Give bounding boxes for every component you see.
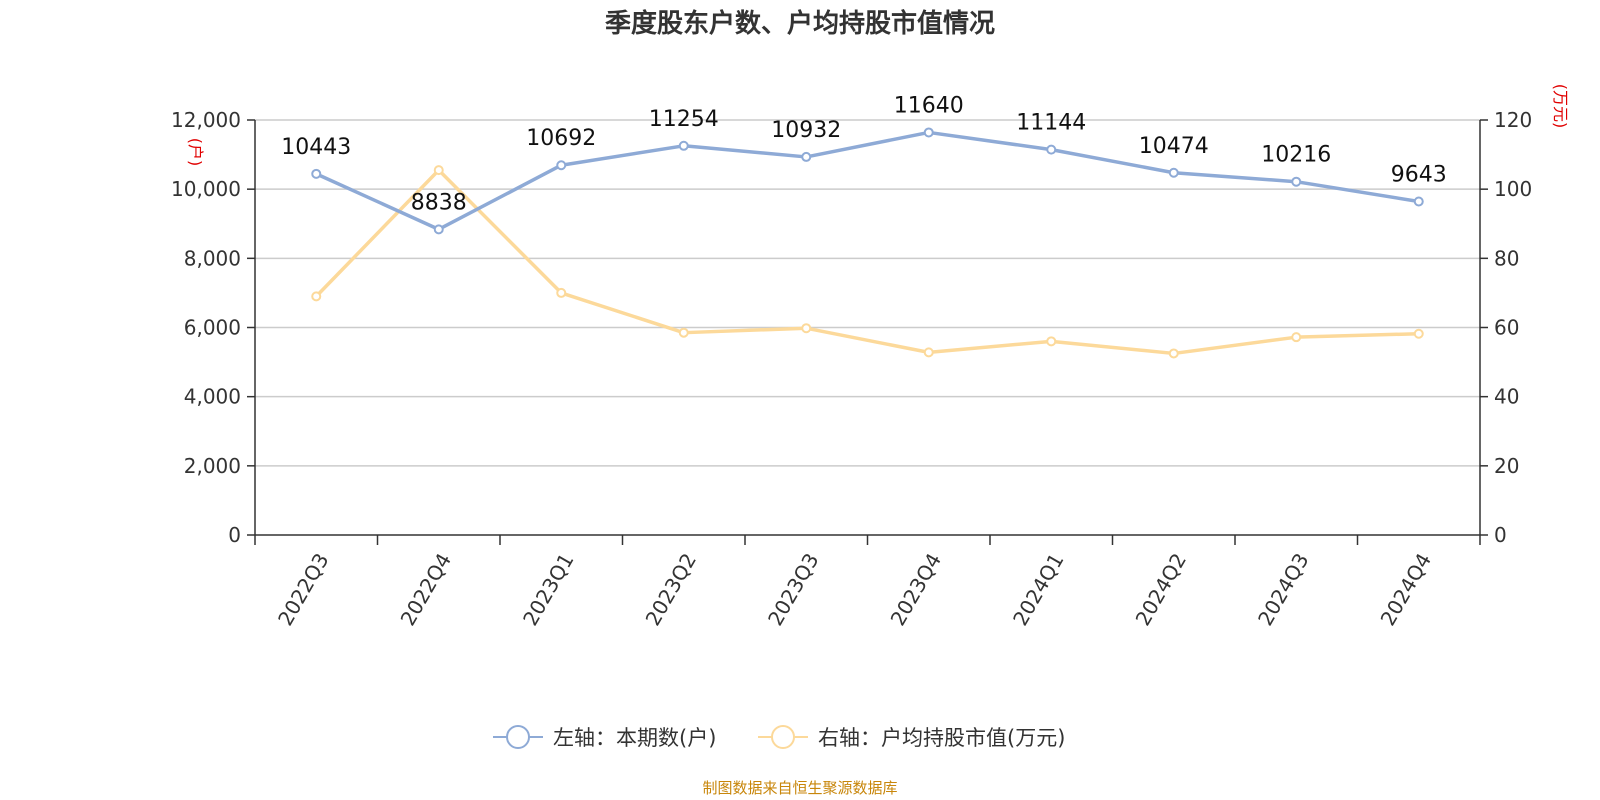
- series-line: [314, 168, 1419, 356]
- right-axis-tick-label: 0: [1494, 523, 1507, 547]
- left-axis-unit: (户): [186, 138, 205, 167]
- data-labels: 10443 8838 10692 11254 10932 11640 11144 10474 1…: [281, 93, 1447, 215]
- chart-title: 季度股东户数、户均持股市值情况: [605, 8, 995, 39]
- right-axis-tick-label: 40: [1494, 385, 1519, 409]
- series-layer: [311, 127, 1424, 359]
- x-axis-tick-label: 2024Q4: [1376, 549, 1436, 630]
- right-axis-tick-label: 100: [1494, 177, 1532, 201]
- data-point: [1168, 167, 1179, 178]
- data-point: [923, 347, 934, 358]
- data-label: 10474: [1139, 134, 1209, 159]
- left-axis-tick-label: 10,000: [171, 177, 241, 201]
- data-label: 11640: [894, 93, 964, 118]
- data-point: [433, 224, 444, 235]
- x-axis-tick-label: 2022Q3: [273, 549, 333, 630]
- legend-label: 左轴：本期数(户): [553, 726, 716, 750]
- data-point: [556, 287, 567, 298]
- x-axis-tick-label: 2022Q4: [396, 549, 456, 630]
- data-point: [1168, 348, 1179, 359]
- data-point: [801, 151, 812, 162]
- data-point: [1046, 336, 1057, 347]
- data-point: [678, 140, 689, 151]
- legend-label: 右轴：户均持股市值(万元): [818, 726, 1065, 750]
- legend-swatch-marker: [771, 725, 795, 749]
- series-line: [315, 130, 1420, 232]
- left-axis-tick-label: 2,000: [184, 454, 241, 478]
- data-label: 9643: [1391, 163, 1447, 188]
- data-label: 10443: [281, 135, 351, 160]
- data-point: [1291, 332, 1302, 343]
- x-axis-tick-label: 2024Q3: [1253, 549, 1313, 630]
- right-axis-tick-label: 20: [1494, 454, 1519, 478]
- data-label: 11254: [649, 107, 719, 132]
- data-point: [801, 323, 812, 334]
- data-label: 11144: [1016, 111, 1086, 136]
- x-axis-tick-label: 2023Q2: [641, 549, 701, 630]
- x-axis-tick-label: 2023Q4: [886, 549, 946, 630]
- source-note: 制图数据来自恒生聚源数据库: [702, 779, 897, 797]
- data-label: 10932: [771, 118, 841, 143]
- legend-swatch-marker: [506, 725, 530, 749]
- right-axis-tick-label: 80: [1494, 246, 1519, 270]
- data-point: [1413, 196, 1424, 207]
- left-axis-tick-label: 12,000: [171, 108, 241, 132]
- data-point: [556, 160, 567, 171]
- legend-item[interactable]: 右轴：户均持股市值(万元): [758, 725, 1065, 750]
- data-label: 10692: [526, 126, 596, 151]
- data-label: 8838: [411, 190, 467, 215]
- left-axis-tick-label: 6,000: [184, 316, 241, 340]
- data-point: [311, 168, 322, 179]
- legend-item[interactable]: 左轴：本期数(户): [493, 725, 716, 750]
- right-axis-tick-label: 120: [1494, 108, 1532, 132]
- left-axis-tick-label: 8,000: [184, 246, 241, 270]
- data-point: [1413, 328, 1424, 339]
- x-axis-tick-label: 2023Q3: [763, 549, 823, 630]
- legend[interactable]: 左轴：本期数(户) 右轴：户均持股市值(万元): [493, 725, 1065, 750]
- right-axis-tick-label: 60: [1494, 316, 1519, 340]
- data-point: [311, 291, 322, 302]
- right-axis-unit: (万元): [1551, 84, 1570, 129]
- data-label: 10216: [1261, 143, 1331, 168]
- data-point: [923, 127, 934, 138]
- x-axis-tick-label: 2023Q1: [518, 549, 578, 630]
- x-axis-tick-label: 2024Q1: [1008, 549, 1068, 630]
- left-axis-tick-label: 0: [228, 523, 241, 547]
- data-point: [433, 165, 444, 176]
- data-point: [678, 327, 689, 338]
- data-point: [1046, 144, 1057, 155]
- data-point: [1291, 176, 1302, 187]
- x-axis-tick-label: 2024Q2: [1131, 549, 1191, 630]
- left-axis-tick-label: 4,000: [184, 385, 241, 409]
